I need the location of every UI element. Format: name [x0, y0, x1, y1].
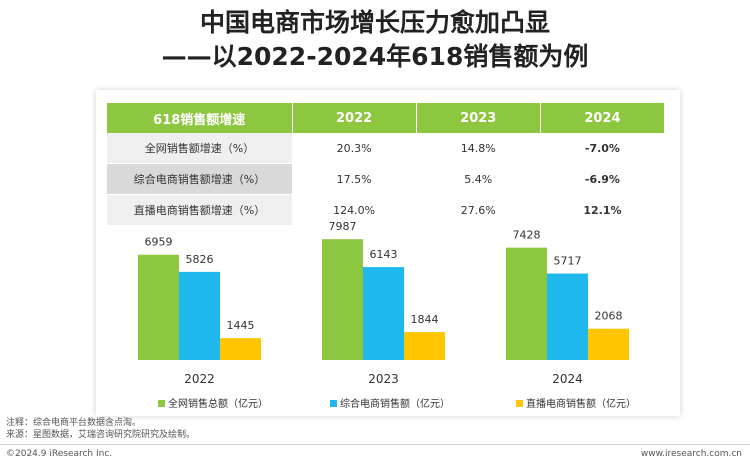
copyright: ©2024.9 iResearch Inc.	[6, 449, 113, 459]
table-header-cell: 2023	[416, 103, 541, 133]
data-label: 7987	[329, 220, 357, 233]
data-label: 5717	[554, 255, 582, 268]
bar	[547, 273, 588, 360]
bar	[138, 254, 179, 360]
x-tick-label: 2022	[184, 372, 215, 386]
bar	[363, 267, 404, 360]
x-tick-label: 2023	[368, 372, 399, 386]
source-note: 来源：星图数据，艾瑞咨询研究院研究及绘制。	[6, 430, 196, 440]
page-subtitle: ——以2022-2024年618销售额为例	[161, 42, 589, 71]
table-header-cell: 2022	[292, 103, 417, 133]
table-row: 全网销售额增速（%） 20.3% 14.8% -7.0%	[107, 133, 665, 164]
table-cell: -7.0%	[540, 133, 665, 164]
table-cell: 17.5%	[292, 163, 417, 195]
data-label: 5826	[186, 253, 214, 266]
growth-rate-table: 618销售额增速 2022 2023 2024 全网销售额增速（%） 20.3%…	[107, 103, 666, 226]
table-row: 直播电商销售额增速（%） 124.0% 27.6% 12.1%	[107, 194, 665, 226]
table-header-cell: 618销售额增速	[107, 103, 293, 133]
footnote: 注释：综合电商平台数据含点淘。	[6, 418, 142, 428]
table-cell: 14.8%	[416, 133, 541, 164]
row-label: 全网销售额增速（%）	[107, 133, 292, 164]
website: www.iresearch.com.cn	[640, 449, 742, 459]
table-header-row: 618销售额增速 2022 2023 2024	[107, 103, 666, 133]
footer-divider	[0, 444, 750, 445]
bar	[220, 338, 261, 360]
table-cell: 5.4%	[416, 163, 541, 195]
x-tick-label: 2024	[552, 372, 583, 386]
table-cell: 124.0%	[292, 194, 417, 226]
legend-label: 全网销售总额（亿元）	[168, 397, 268, 410]
legend-swatch	[330, 400, 337, 407]
data-label: 6959	[145, 236, 173, 249]
table-header-cell: 2024	[540, 103, 666, 133]
data-label: 1844	[411, 313, 439, 326]
bar	[179, 271, 220, 360]
legend-label: 综合电商销售额（亿元）	[340, 397, 450, 410]
data-label: 2068	[595, 310, 623, 323]
data-label: 6143	[370, 248, 398, 261]
table-cell: 27.6%	[416, 194, 541, 226]
bar	[404, 332, 445, 360]
table-cell: 12.1%	[540, 194, 665, 226]
table-row: 综合电商销售额增速（%） 17.5% 5.4% -6.9%	[107, 163, 665, 195]
legend-label: 直播电商销售额（亿元）	[526, 397, 636, 410]
table-cell: 20.3%	[292, 133, 417, 164]
data-label: 7428	[513, 229, 541, 242]
table-cell: -6.9%	[540, 163, 665, 195]
row-label: 综合电商销售额增速（%）	[107, 163, 292, 195]
bar	[506, 247, 547, 360]
row-label: 直播电商销售额增速（%）	[107, 194, 292, 226]
page-title: 中国电商市场增长压力愈加凸显	[199, 8, 550, 37]
bar	[322, 239, 363, 360]
legend-swatch	[158, 400, 165, 407]
bar	[588, 328, 629, 360]
legend-swatch	[516, 400, 523, 407]
data-label: 1445	[227, 319, 255, 332]
